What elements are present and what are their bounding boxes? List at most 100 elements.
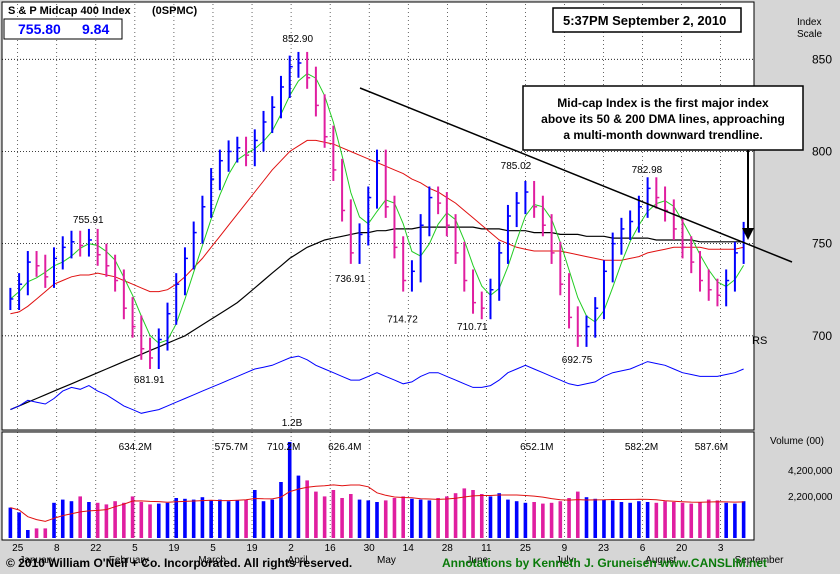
month-label: January — [19, 555, 55, 566]
volume-bar — [34, 528, 39, 538]
volume-bar — [156, 503, 161, 538]
volume-bar — [60, 499, 65, 538]
rs-line — [10, 355, 744, 414]
volume-bar — [453, 493, 458, 538]
volume-bar — [200, 497, 205, 538]
volume-bar — [392, 498, 397, 538]
volume-tick-label: 4,200,000 — [788, 466, 833, 477]
price-annotation: 782.98 — [632, 165, 663, 176]
volume-bar — [724, 502, 728, 538]
x-tick-label: 11 — [481, 543, 492, 554]
volume-bar — [445, 496, 449, 538]
price-annotation: 692.75 — [562, 355, 593, 366]
volume-bar — [514, 501, 519, 538]
volume-bar — [383, 500, 388, 538]
x-tick-label: 25 — [12, 543, 24, 554]
volume-bar — [645, 502, 650, 538]
x-tick-label: 20 — [676, 543, 688, 554]
annotation-line-1: Mid-cap Index is the first major index — [557, 96, 769, 110]
volume-bar — [331, 490, 336, 538]
volume-bar — [113, 501, 117, 538]
x-tick-label: 30 — [364, 543, 376, 554]
volume-bar — [139, 502, 144, 538]
volume-bar — [637, 501, 641, 538]
volume-annotation: 582.2M — [625, 442, 658, 453]
volume-annotation: 710.2M — [267, 442, 300, 453]
price-annotation: 736.91 — [335, 274, 366, 285]
volume-bar — [174, 498, 179, 538]
volume-annotation: 652.1M — [520, 442, 553, 453]
volume-bar — [8, 507, 13, 538]
volume-bar — [366, 500, 371, 538]
volume-bar — [549, 502, 554, 538]
rs-label: RS — [752, 335, 767, 347]
volume-bar — [497, 493, 502, 538]
x-tick-label: 22 — [90, 543, 102, 554]
x-tick-label: 14 — [403, 543, 415, 554]
volume-bar — [654, 502, 659, 538]
volume-bar — [541, 503, 545, 538]
volume-bar — [95, 502, 100, 538]
volume-bar — [575, 491, 580, 538]
volume-bar — [357, 499, 362, 538]
x-tick-label: 23 — [598, 543, 610, 554]
volume-bar — [78, 496, 82, 538]
volume-bar — [523, 502, 528, 538]
month-label: August — [645, 555, 676, 566]
annotation-box — [522, 85, 804, 151]
index-scale-label: Index — [797, 17, 821, 28]
volume-bar — [314, 491, 318, 538]
volume-bar — [741, 501, 746, 538]
volume-bar — [663, 501, 667, 538]
price-annotation: 681.91 — [134, 375, 165, 386]
price-annotation: 755.91 — [73, 215, 104, 226]
chart-labels: 755.91 681.91 852.90 736.91 714.72 710.71 785.… — [73, 34, 728, 453]
volume-bar — [706, 499, 711, 538]
volume-bar — [287, 442, 292, 538]
price-tick-label: 800 — [812, 144, 832, 158]
volume-bar — [305, 480, 309, 538]
volume-bar — [680, 502, 685, 538]
volume-bars — [8, 442, 746, 538]
month-label: July — [556, 555, 574, 566]
timestamp-box — [552, 7, 742, 33]
volume-bar — [506, 499, 510, 538]
volume-bar — [52, 502, 56, 538]
volume-annotation: 575.7M — [215, 442, 248, 453]
index-scale-label-2: Scale — [797, 29, 822, 40]
volume-bar — [462, 488, 467, 538]
volume-bar — [244, 499, 248, 538]
volume-bar — [43, 528, 48, 538]
annotation-line-2: above its 50 & 200 DMA lines, approachin… — [541, 112, 785, 126]
volume-bar — [235, 500, 240, 538]
volume-bar — [733, 503, 737, 538]
volume-bar — [375, 502, 379, 538]
volume-annotation: 634.2M — [119, 442, 152, 453]
volume-bar — [226, 501, 231, 538]
volume-bar — [488, 496, 493, 538]
volume-bar — [252, 490, 257, 538]
volume-bar — [436, 498, 440, 538]
x-tick-label: 16 — [325, 543, 337, 554]
volume-bar — [340, 498, 344, 538]
volume-bar — [672, 502, 676, 538]
volume-average-line — [10, 484, 744, 522]
annotations-credit[interactable]: Annotations by Kenneth J. Gruneisen www.… — [442, 556, 767, 570]
copyright-text: © 2010 William O'Neil + Co. Incorporated… — [6, 556, 353, 570]
volume-bar — [270, 499, 275, 538]
downward-trendline — [359, 87, 793, 263]
volume-bar — [261, 501, 266, 538]
volume-bar — [104, 504, 109, 538]
volume-annotation: 587.6M — [695, 442, 728, 453]
price-tick-label: 750 — [812, 237, 832, 251]
month-label: September — [735, 555, 785, 566]
price-tick-label: 700 — [812, 329, 832, 343]
volume-bar — [191, 499, 196, 538]
last-price: 755.80 — [18, 21, 61, 37]
x-tick-label: 9 — [562, 543, 568, 554]
volume-bar — [567, 498, 571, 538]
volume-bar — [130, 496, 135, 538]
volume-bar — [471, 490, 475, 538]
volume-bar — [410, 498, 414, 538]
